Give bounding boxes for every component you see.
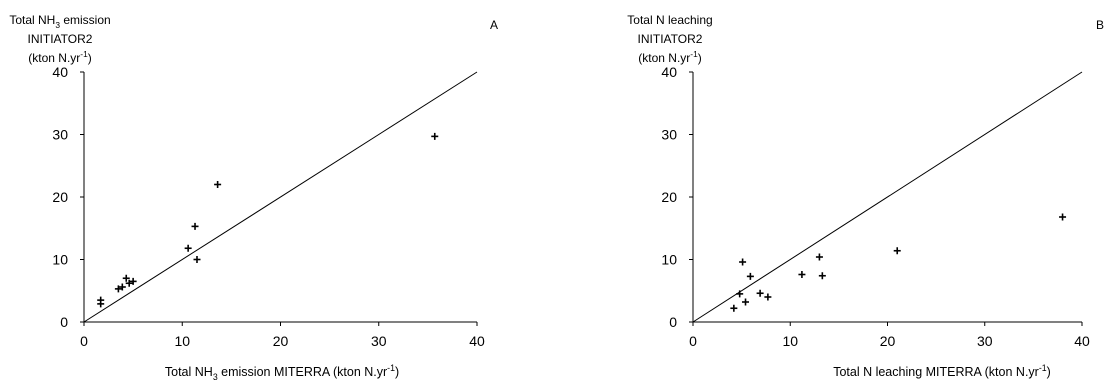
y-axis-title-line: INITIATOR2 bbox=[638, 32, 703, 46]
data-point bbox=[746, 272, 754, 280]
x-axis-label: Total NH3 emission MITERRA (kton N.yr-1) bbox=[165, 363, 399, 381]
data-point bbox=[893, 247, 901, 255]
data-point bbox=[431, 132, 439, 140]
x-tick-label: 40 bbox=[1074, 333, 1090, 349]
x-tick-label: 30 bbox=[977, 333, 993, 349]
data-point bbox=[756, 289, 764, 297]
data-point bbox=[97, 300, 105, 308]
x-tick-label: 0 bbox=[689, 333, 697, 349]
data-point bbox=[214, 181, 222, 188]
data-point bbox=[818, 272, 826, 280]
y-axis-title-line: INITIATOR2 bbox=[28, 32, 93, 46]
chart-panel-b: Total N leaching INITIATOR2 (kton N.yr-1) B… bbox=[627, 13, 1104, 379]
data-point bbox=[125, 279, 133, 287]
data-point bbox=[736, 290, 744, 298]
panel-label: A bbox=[490, 18, 498, 32]
data-point bbox=[129, 277, 137, 285]
x-axis-label: Total N leaching MITERRA (kton N.yr-1) bbox=[833, 363, 1051, 379]
y-tick-label: 30 bbox=[661, 127, 677, 143]
data-point bbox=[193, 256, 201, 263]
data-point bbox=[191, 222, 199, 230]
data-point bbox=[764, 293, 772, 301]
x-tick-label: 20 bbox=[880, 333, 896, 349]
chart-panel-a: Total NH3 emission INITIATOR2 (kton N.yr-1… bbox=[9, 13, 498, 381]
data-point bbox=[730, 304, 738, 312]
y-tick-label: 20 bbox=[661, 189, 677, 205]
one-to-one-line bbox=[83, 71, 478, 323]
y-axis-title-line: Total NH3 emission bbox=[9, 13, 110, 30]
x-tick-label: 10 bbox=[782, 333, 798, 349]
x-tick-label: 40 bbox=[469, 333, 485, 349]
y-tick-label: 0 bbox=[669, 314, 677, 330]
data-point bbox=[114, 285, 122, 293]
x-tick-label: 10 bbox=[174, 333, 190, 349]
y-tick-label: 20 bbox=[52, 189, 68, 205]
data-point bbox=[184, 244, 192, 252]
data-point bbox=[118, 283, 126, 291]
y-axis-title-line: (kton N.yr-1) bbox=[638, 49, 701, 65]
y-tick-label: 10 bbox=[661, 252, 677, 268]
y-tick-label: 30 bbox=[52, 127, 68, 143]
y-tick-label: 40 bbox=[52, 64, 68, 80]
y-tick-label: 10 bbox=[52, 252, 68, 268]
one-to-one-line bbox=[692, 71, 1083, 323]
y-tick-label: 0 bbox=[60, 314, 68, 330]
panel-label: B bbox=[1096, 18, 1104, 32]
data-point bbox=[798, 271, 806, 278]
y-axis-title-line: (kton N.yr-1) bbox=[28, 49, 91, 65]
y-tick-label: 40 bbox=[661, 64, 677, 80]
x-tick-label: 20 bbox=[273, 333, 289, 349]
data-point bbox=[742, 298, 750, 306]
data-point bbox=[815, 253, 823, 261]
y-axis-title-line: Total N leaching bbox=[627, 13, 712, 27]
x-tick-label: 0 bbox=[80, 333, 88, 349]
data-point bbox=[739, 258, 747, 266]
x-tick-label: 30 bbox=[371, 333, 387, 349]
data-point bbox=[1059, 213, 1067, 221]
data-point bbox=[122, 274, 130, 282]
